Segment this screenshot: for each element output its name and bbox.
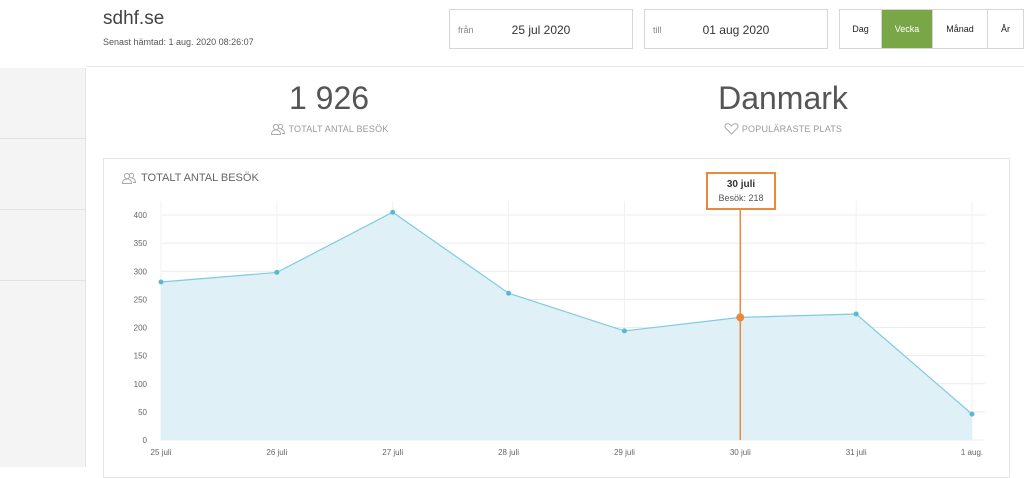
period-day-button[interactable]: Dag — [840, 10, 882, 48]
users-icon — [121, 172, 137, 184]
period-week-button[interactable]: Vecka — [882, 10, 933, 48]
data-point — [274, 269, 280, 275]
x-tick-label: 1 aug. — [961, 448, 983, 457]
x-tick-label: 28 juli — [498, 448, 519, 457]
y-tick-label: 200 — [134, 324, 148, 333]
total-visits-value: 1 926 — [288, 80, 370, 116]
users-icon — [270, 123, 285, 135]
chart-panel-title: TOTALT ANTAL BESÖK — [121, 172, 259, 184]
to-date-value: 01 aug 2020 — [702, 23, 770, 37]
data-point-highlighted — [736, 313, 745, 322]
from-date-value: 25 jul 2020 — [511, 23, 571, 37]
from-date-field[interactable]: från 25 jul 2020 — [449, 9, 633, 49]
y-tick-label: 0 — [143, 436, 148, 445]
tooltip-date: 30 juli — [726, 179, 756, 190]
data-point — [390, 209, 396, 215]
data-point — [853, 311, 859, 317]
x-tick-label: 31 juli — [846, 448, 867, 457]
data-point — [969, 411, 975, 417]
header-divider — [86, 66, 1024, 67]
x-tick-label: 29 juli — [614, 448, 635, 457]
x-tick-label: 30 juli — [730, 448, 751, 457]
to-date-field[interactable]: till 01 aug 2020 — [644, 9, 828, 49]
total-visits-stat: 1 926 TOTALT ANTAL BESÖK — [179, 80, 479, 135]
sidebar-item[interactable] — [0, 139, 85, 210]
period-month-button[interactable]: Månad — [933, 10, 988, 48]
sidebar-item[interactable] — [0, 210, 85, 281]
total-visits-label: TOTALT ANTAL BESÖK — [288, 124, 389, 134]
y-tick-label: 100 — [134, 380, 148, 389]
site-title: sdhf.se — [103, 8, 165, 29]
popular-place-stat: Danmark POPULÄRASTE PLATS — [633, 80, 933, 135]
last-fetched-text: Senast hämtad: 1 aug. 2020 08:26:07 — [103, 37, 254, 47]
series-line — [160, 211, 973, 415]
y-tick-label: 300 — [134, 267, 148, 276]
y-tick-label: 50 — [138, 408, 147, 417]
chart-title-text: TOTALT ANTAL BESÖK — [141, 172, 259, 184]
sidebar — [0, 68, 86, 467]
data-point — [158, 279, 164, 285]
y-tick-label: 350 — [134, 239, 148, 248]
sidebar-item[interactable] — [0, 68, 85, 139]
y-tick-label: 250 — [134, 295, 148, 304]
series-area — [161, 212, 972, 440]
period-year-button[interactable]: År — [1001, 24, 1010, 34]
data-point — [506, 290, 512, 296]
from-label: från — [458, 25, 474, 35]
data-point — [621, 328, 627, 334]
x-tick-label: 27 juli — [382, 448, 403, 457]
x-tick-label: 26 juli — [266, 448, 287, 457]
popular-place-label: POPULÄRASTE PLATS — [741, 124, 843, 134]
heart-icon — [724, 123, 739, 135]
y-tick-label: 150 — [134, 352, 148, 361]
tooltip-visits: Besök: 218 — [718, 193, 764, 203]
chart-tooltip: 30 juli Besök: 218 — [706, 172, 776, 210]
period-selector: Dag Vecka Månad År — [839, 9, 1024, 49]
x-tick-label: 25 juli — [151, 448, 172, 457]
to-label: till — [653, 25, 662, 35]
popular-place-value: Danmark — [718, 80, 848, 116]
visits-area-chart[interactable]: 0 50 100 150 200 250 300 350 400 25 juli 26 juli 27… — [0, 0, 1024, 467]
y-tick-label: 400 — [134, 211, 148, 220]
